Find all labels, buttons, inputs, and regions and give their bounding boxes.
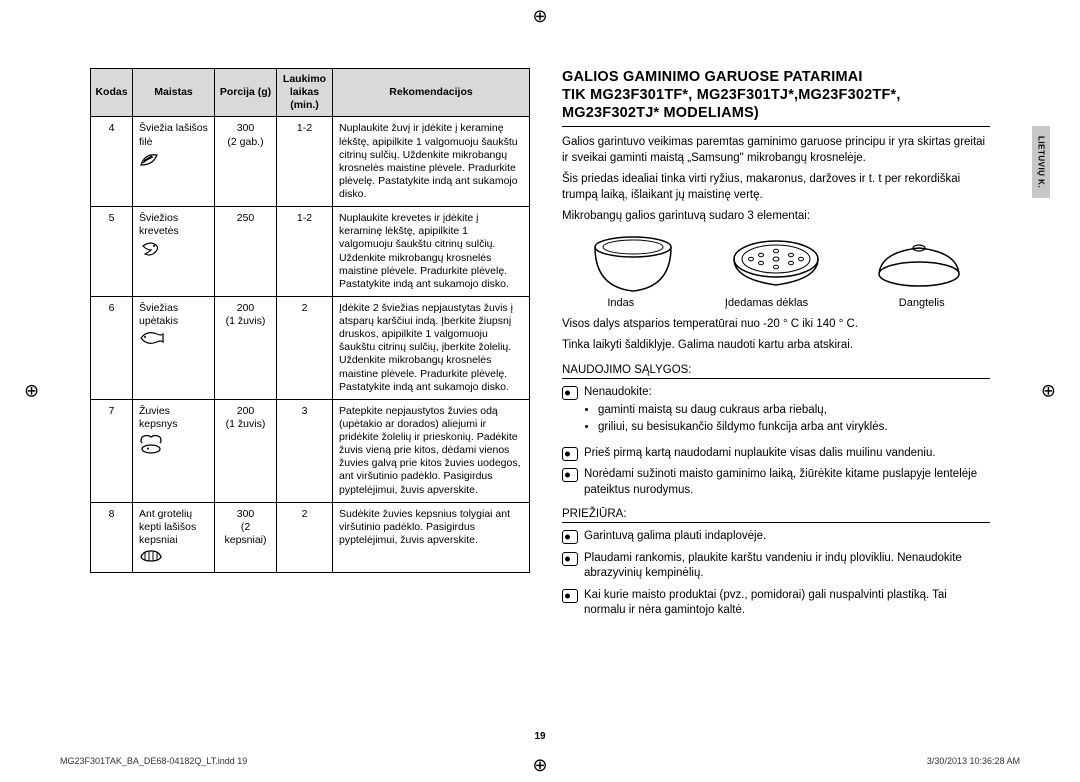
lid-icon — [876, 240, 962, 290]
care-1: Garintuvą galima plauti indaplovėje. — [562, 529, 990, 545]
subhead-usage: NAUDOJIMO SĄLYGOS: — [562, 364, 990, 379]
left-column: Kodas Maistas Porcija (g) Laukimo laikas… — [90, 68, 530, 714]
table-row: 7Žuvies kepsnys200(1 žuvis)3Patepkite ne… — [91, 399, 530, 502]
cooking-table: Kodas Maistas Porcija (g) Laukimo laikas… — [90, 68, 530, 573]
th-kodas: Kodas — [91, 69, 133, 117]
bullet-2: griliui, su besisukančio šildymo funkcij… — [598, 420, 990, 436]
cell-rec: Patepkite nepjaustytos žuvies odą (upėta… — [333, 399, 530, 502]
note-text-2: Prieš pirmą kartą naudodami nuplaukite v… — [584, 446, 990, 462]
steamer-illustrations — [562, 235, 990, 295]
label-dangtelis: Dangtelis — [899, 297, 945, 309]
cell-rec: Nuplaukite krevetes ir įdėkite į keramin… — [333, 207, 530, 297]
cell-code: 4 — [91, 117, 133, 207]
note-icon — [562, 589, 578, 603]
heading-line1: GALIOS GAMINIMO GARUOSE PATARIMAI — [562, 69, 863, 85]
bullet-1: gaminti maistą su daug cukraus arba rieb… — [598, 403, 990, 419]
note-text-1: Nenaudokite: — [584, 386, 652, 398]
care-text-1: Garintuvą galima plauti indaplovėje. — [584, 529, 990, 545]
note-wash: Prieš pirmą kartą naudodami nuplaukite v… — [562, 446, 990, 462]
cell-portion: 300(2 gab.) — [215, 117, 277, 207]
care-text-3: Kai kurie maisto produktai (pvz., pomido… — [584, 588, 990, 619]
note-icon — [562, 552, 578, 566]
cell-portion: 200(1 žuvis) — [215, 296, 277, 399]
bullet-list: gaminti maistą su daug cukraus arba rieb… — [598, 403, 990, 436]
cell-rec: Nuplaukite žuvį ir įdėkite į keraminę lė… — [333, 117, 530, 207]
label-deklas: Įdedamas dėklas — [725, 297, 808, 309]
th-porcija: Porcija (g) — [215, 69, 277, 117]
note-icon — [562, 530, 578, 544]
cell-portion: 300(2 kepsniai) — [215, 502, 277, 572]
label-indas: Indas — [607, 297, 634, 309]
cell-portion: 200(1 žuvis) — [215, 399, 277, 502]
heading-line2: TIK MG23F301TF*, MG23F301TJ*,MG23F302TF*… — [562, 87, 901, 121]
table-row: 6Šviežias upėtakis➵200(1 žuvis)2Įdėkite … — [91, 296, 530, 399]
cell-food: Ant grotelių kepti lašišos kepsniai — [133, 502, 215, 572]
cell-wait: 1-2 — [277, 117, 333, 207]
crop-mark-right: ⊕ — [1041, 381, 1056, 402]
page-content: Kodas Maistas Porcija (g) Laukimo laikas… — [90, 68, 990, 714]
bowl-icon — [590, 235, 676, 295]
cell-wait: 3 — [277, 399, 333, 502]
paragraph-5: Tinka laikyti šaldiklyje. Galima naudoti… — [562, 338, 990, 354]
grill-icon — [139, 549, 208, 567]
steak-icon — [139, 433, 208, 459]
right-column: GALIOS GAMINIMO GARUOSE PATARIMAI TIK MG… — [562, 68, 990, 714]
subhead-care: PRIEŽIŪRA: — [562, 508, 990, 523]
table-row: 4Šviežia lašišos filė300(2 gab.)1-2Nupla… — [91, 117, 530, 207]
table-row: 5Šviežios krevetės2501-2Nuplaukite kreve… — [91, 207, 530, 297]
note-text-3: Norėdami sužinoti maisto gaminimo laiką,… — [584, 467, 990, 498]
care-2: Plaudami rankomis, plaukite karštu vande… — [562, 551, 990, 582]
cell-code: 5 — [91, 207, 133, 297]
table-body: 4Šviežia lašišos filė300(2 gab.)1-2Nupla… — [91, 117, 530, 573]
cell-food: Šviežia lašišos filė — [133, 117, 215, 207]
cell-rec: Įdėkite 2 šviežias nepjaustytas žuvis į … — [333, 296, 530, 399]
paragraph-1: Galios garintuvo veikimas paremtas gamin… — [562, 135, 990, 166]
steamer-labels: Indas Įdedamas dėklas Dangtelis — [562, 297, 990, 309]
note-icon — [562, 386, 578, 400]
th-laikas: Laukimo laikas (min.) — [277, 69, 333, 117]
note-icon — [562, 447, 578, 461]
cell-wait: 2 — [277, 502, 333, 572]
leaf-icon — [139, 151, 208, 173]
cell-food: Žuvies kepsnys — [133, 399, 215, 502]
note-timing: Norėdami sužinoti maisto gaminimo laiką,… — [562, 467, 990, 498]
cell-wait: 1-2 — [277, 207, 333, 297]
table-row: 8Ant grotelių kepti lašišos kepsniai300(… — [91, 502, 530, 572]
note-icon — [562, 468, 578, 482]
th-rekomendacijos: Rekomendacijos — [333, 69, 530, 117]
crop-mark-left: ⊕ — [24, 381, 39, 402]
cell-food: Šviežios krevetės — [133, 207, 215, 297]
footer-timestamp: 3/30/2013 10:36:28 AM — [927, 756, 1020, 766]
paragraph-3: Mikrobangų galios garintuvą sudaro 3 ele… — [562, 209, 990, 225]
note-do-not-use: Nenaudokite: gaminti maistą su daug cukr… — [562, 385, 990, 440]
shrimp-icon — [139, 240, 208, 264]
paragraph-4: Visos dalys atsparios temperatūrai nuo -… — [562, 317, 990, 333]
cell-code: 6 — [91, 296, 133, 399]
cell-portion: 250 — [215, 207, 277, 297]
care-3: Kai kurie maisto produktai (pvz., pomido… — [562, 588, 990, 619]
section-heading: GALIOS GAMINIMO GARUOSE PATARIMAI TIK MG… — [562, 68, 990, 127]
footer-filename: MG23F301TAK_BA_DE68-04182Q_LT.indd 19 — [60, 756, 247, 766]
care-text-2: Plaudami rankomis, plaukite karštu vande… — [584, 551, 990, 582]
language-tab: LIETUVIŲ K. — [1032, 126, 1050, 198]
paragraph-2: Šis priedas idealiai tinka virti ryžius,… — [562, 172, 990, 203]
crop-mark-bottom: ⊕ — [532, 755, 547, 776]
cell-code: 8 — [91, 502, 133, 572]
cell-code: 7 — [91, 399, 133, 502]
crop-mark-top: ⊕ — [532, 6, 547, 27]
cell-wait: 2 — [277, 296, 333, 399]
fish-icon: ➵ — [139, 330, 208, 350]
cell-food: Šviežias upėtakis➵ — [133, 296, 215, 399]
tray-icon — [731, 239, 821, 291]
page-number: 19 — [534, 731, 545, 742]
svg-text:➵: ➵ — [139, 330, 147, 331]
cell-rec: Sudėkite žuvies kepsnius tolygiai ant vi… — [333, 502, 530, 572]
th-maistas: Maistas — [133, 69, 215, 117]
